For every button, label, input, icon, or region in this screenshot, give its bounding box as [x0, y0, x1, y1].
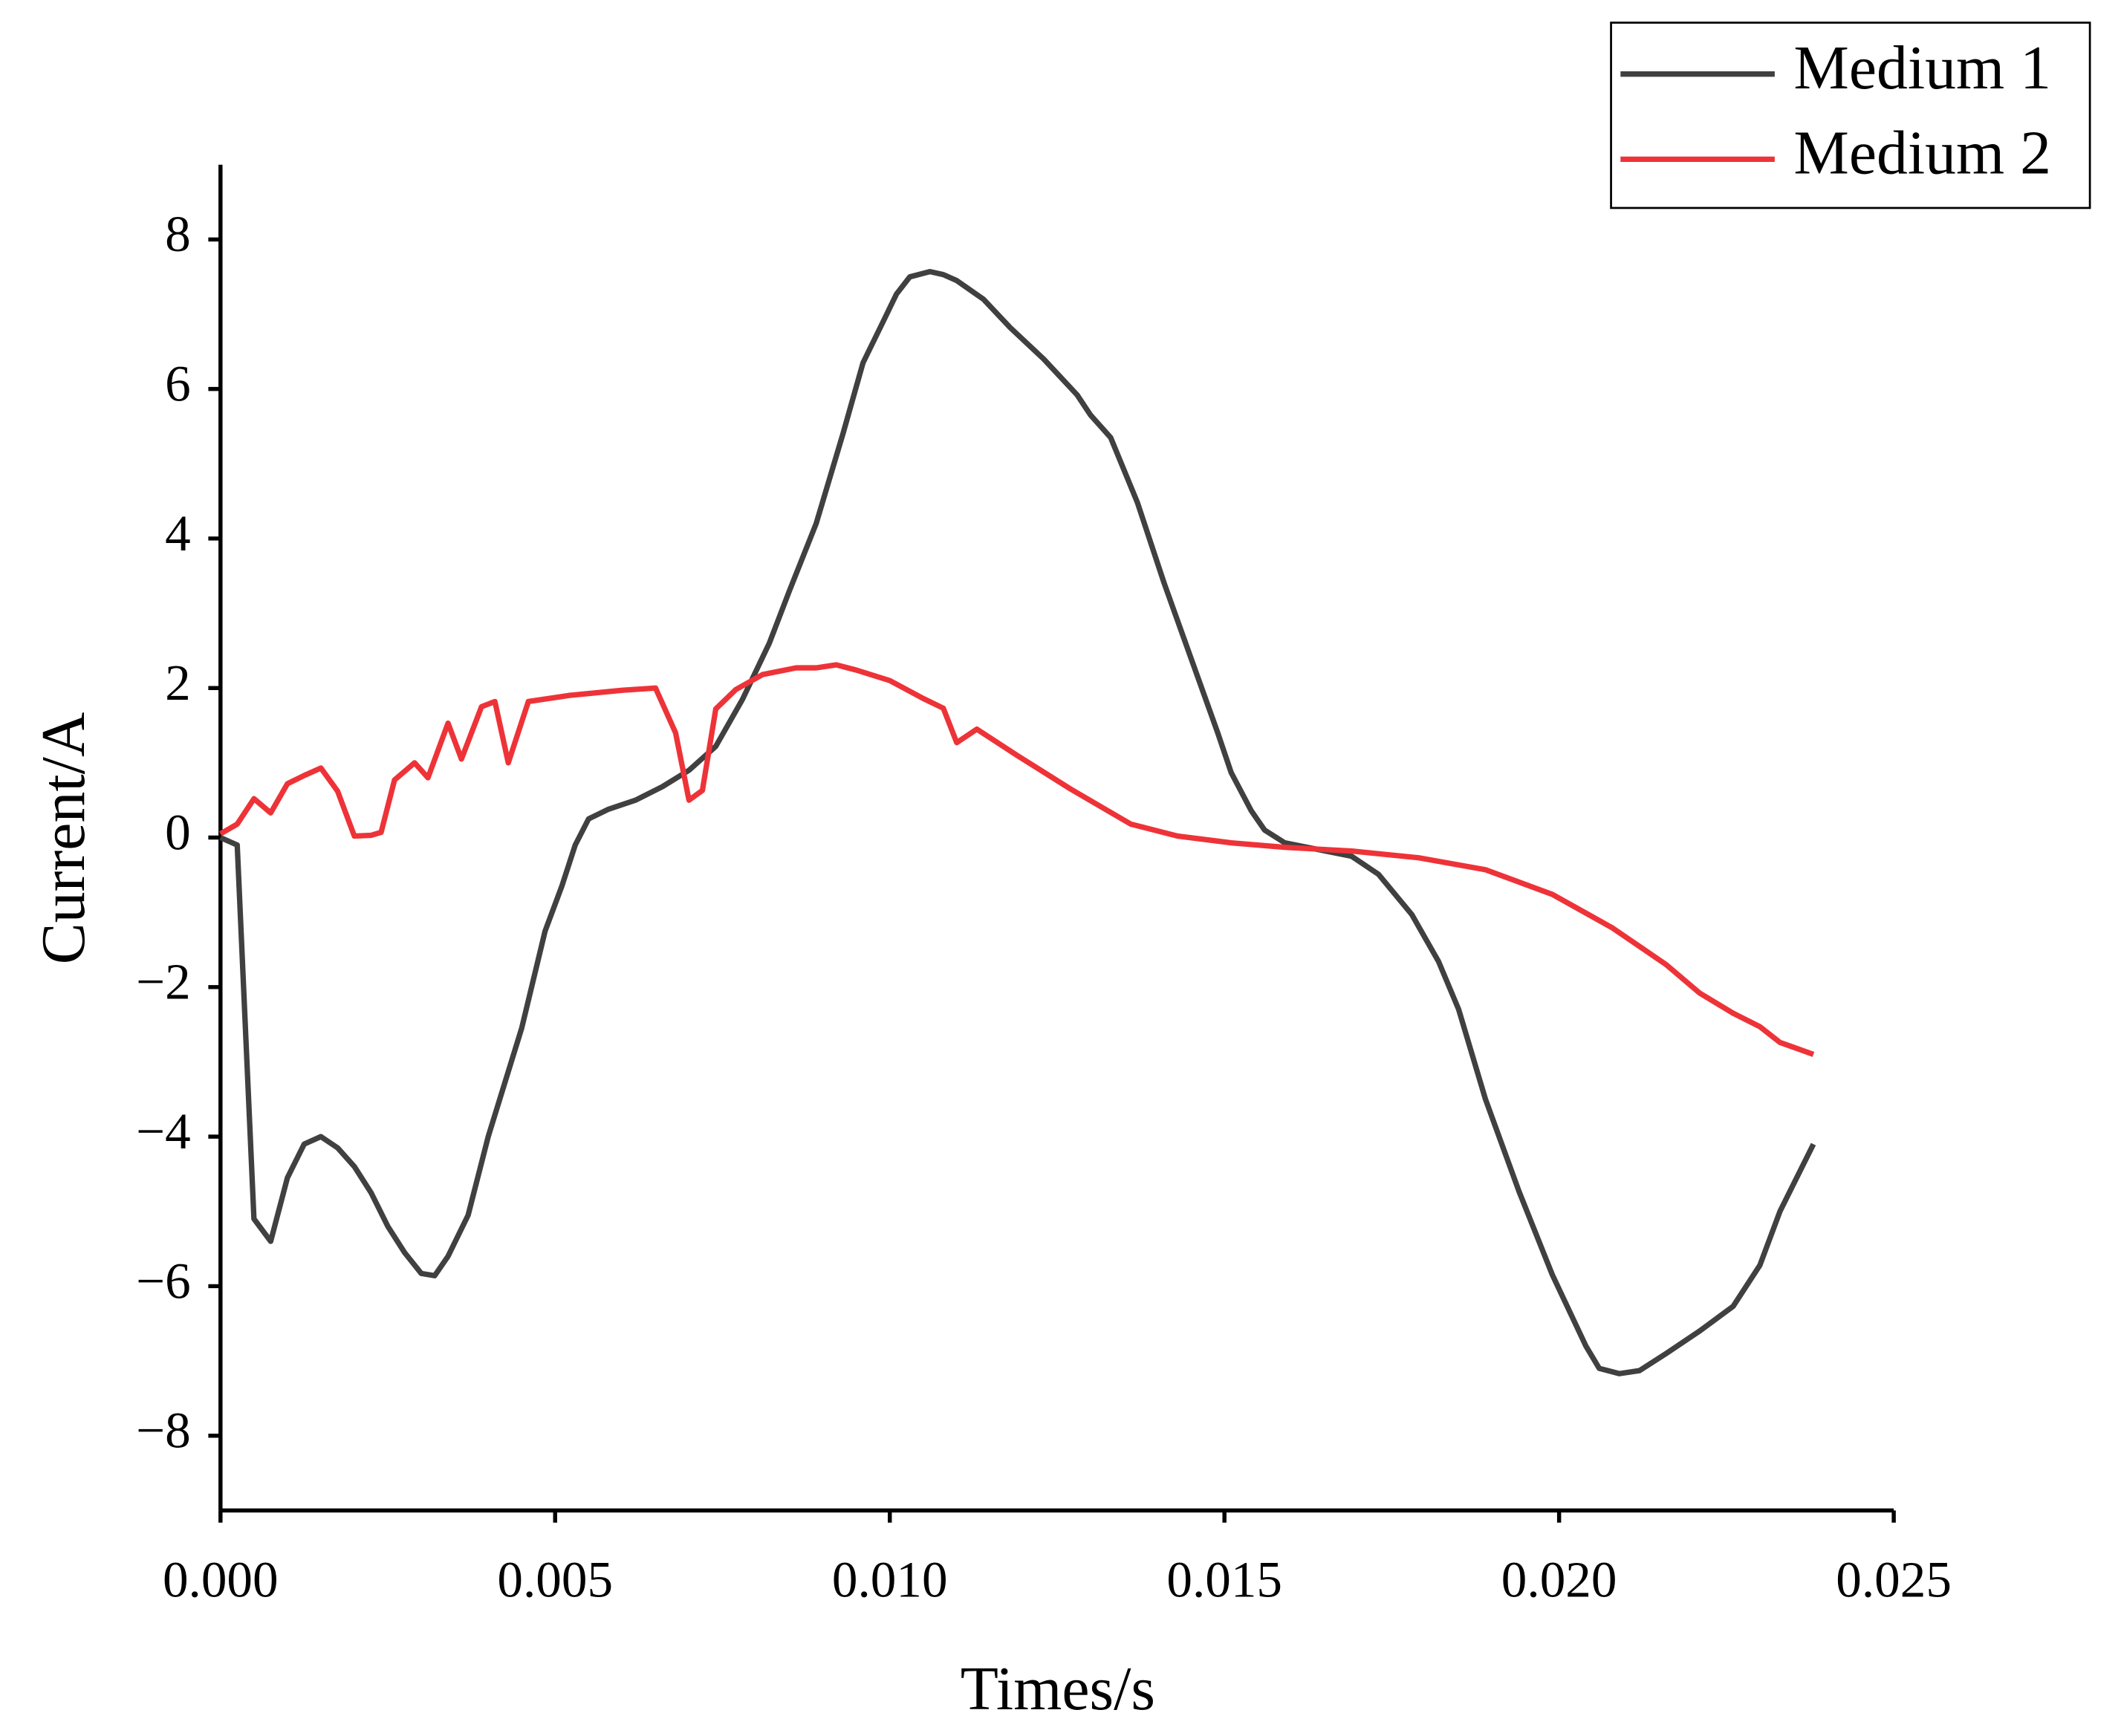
y-tick-label: −6: [136, 1252, 191, 1309]
x-tick-label: 0.020: [1501, 1550, 1617, 1607]
x-tick-label: 0.005: [497, 1550, 613, 1607]
x-tick-label: 0.025: [1836, 1550, 1952, 1607]
y-tick-label: 6: [165, 355, 191, 412]
legend-box: [1610, 22, 2091, 209]
y-tick-label: −4: [136, 1102, 191, 1160]
y-tick-label: 4: [165, 504, 191, 562]
y-axis-title: Current/A: [29, 712, 98, 965]
data-line: [218, 662, 1815, 1057]
legend-label: Medium 2: [1793, 119, 2051, 188]
y-tick-label: 8: [165, 205, 191, 262]
legend-label: Medium 1: [1793, 33, 2051, 103]
data-line: [219, 268, 1816, 1376]
x-tick-label: 0.015: [1166, 1550, 1282, 1607]
y-tick-label: −8: [136, 1402, 191, 1459]
x-axis-title: Times/s: [961, 1654, 1155, 1723]
y-tick-label: 2: [165, 654, 191, 711]
y-tick-label: 0: [165, 803, 191, 860]
y-tick-label: −2: [136, 953, 191, 1010]
x-tick-label: 0.000: [163, 1550, 279, 1607]
x-tick-label: 0.010: [832, 1550, 948, 1607]
